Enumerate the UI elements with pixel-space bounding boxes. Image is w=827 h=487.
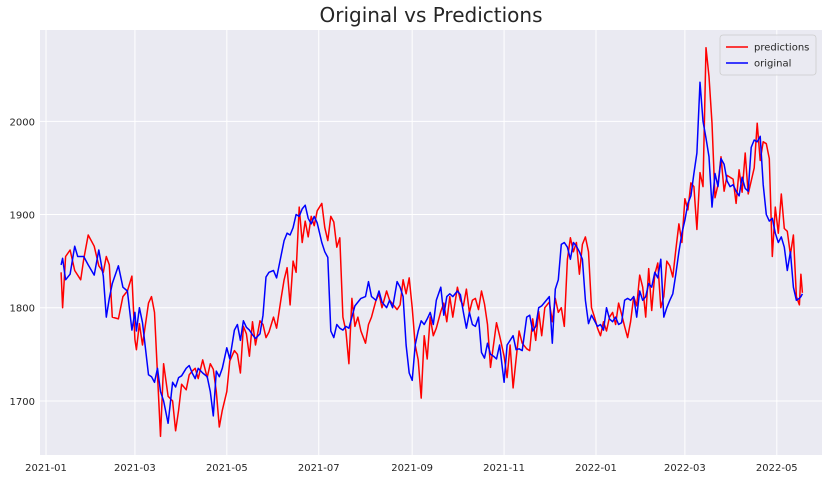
y-tick-label: 1800 <box>10 304 35 315</box>
series-line-predictions <box>60 46 804 438</box>
legend-label-predictions: predictions <box>754 43 809 54</box>
x-tick-label: 2022-01 <box>575 463 617 474</box>
chart-title: Original vs Predictions <box>319 3 542 27</box>
legend: predictions original <box>719 34 817 76</box>
y-tick-label: 2000 <box>10 117 35 128</box>
x-tick-label: 2021-01 <box>25 463 67 474</box>
x-tick-label: 2021-09 <box>391 463 433 474</box>
x-tick-label: 2021-03 <box>114 463 156 474</box>
x-tick-label: 2021-11 <box>483 463 525 474</box>
y-tick-label: 1700 <box>10 397 35 408</box>
x-tick-label: 2022-05 <box>756 463 798 474</box>
x-tick-label: 2021-07 <box>298 463 340 474</box>
legend-box <box>719 34 817 76</box>
series-layer <box>60 46 804 438</box>
x-tick-label: 2021-05 <box>206 463 248 474</box>
grid-lines <box>40 30 822 455</box>
legend-label-original: original <box>754 59 791 70</box>
y-axis: 1700 1800 1900 2000 <box>10 117 35 408</box>
y-tick-label: 1900 <box>10 211 35 222</box>
plot-area <box>40 30 822 455</box>
series-line-original <box>60 81 804 425</box>
x-axis: 2021-01 2021-03 2021-05 2021-07 2021-09 2021-… <box>25 463 798 474</box>
x-tick-label: 2022-03 <box>664 463 706 474</box>
